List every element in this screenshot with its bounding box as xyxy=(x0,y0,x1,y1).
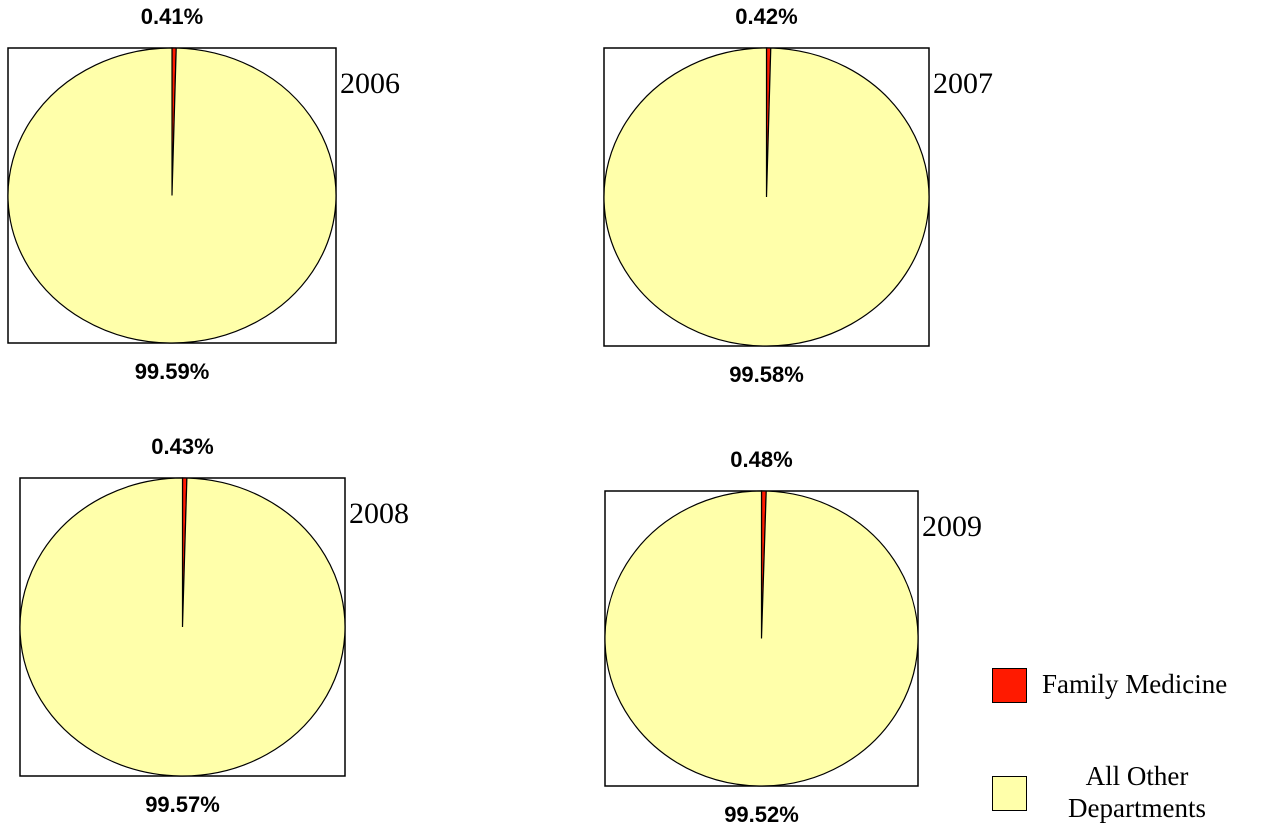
value-label: 99.52% xyxy=(724,802,799,827)
pie-slice xyxy=(19,477,346,777)
pie-slice xyxy=(7,47,337,344)
pie-title: 2009 xyxy=(922,510,982,543)
legend-label: All Other Departments xyxy=(1068,761,1206,823)
pie-title: 2007 xyxy=(933,67,993,100)
legend-swatch xyxy=(992,776,1027,811)
value-label: 99.58% xyxy=(729,362,804,387)
legend-swatch xyxy=(992,668,1027,703)
value-label: 99.57% xyxy=(145,792,220,817)
pie-slice xyxy=(603,47,930,347)
pie-title: 2006 xyxy=(340,67,400,100)
value-label: 0.41% xyxy=(141,4,203,29)
pie-slice xyxy=(604,490,919,787)
value-label: 0.42% xyxy=(735,4,797,29)
value-label: 0.48% xyxy=(730,447,792,472)
pie-title: 2008 xyxy=(349,497,409,530)
legend-label: Family Medicine xyxy=(1042,669,1228,699)
value-label: 0.43% xyxy=(151,434,213,459)
value-label: 99.59% xyxy=(135,359,210,384)
